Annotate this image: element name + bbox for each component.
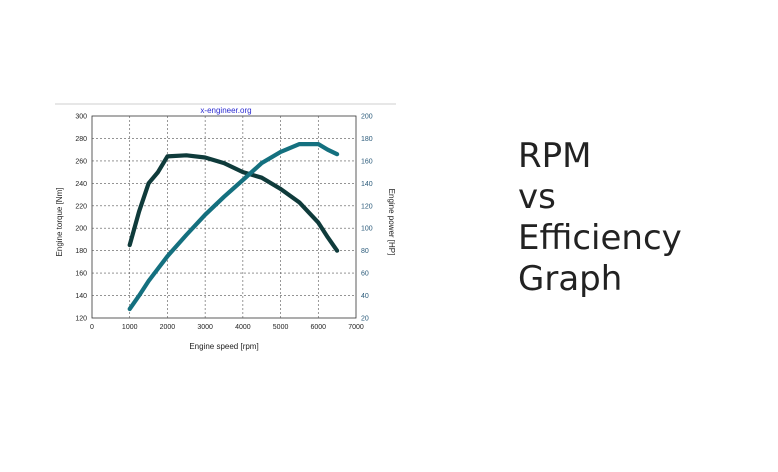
power-point — [147, 279, 150, 283]
power-point — [317, 142, 320, 146]
y-tick-label: 140 — [75, 293, 87, 300]
power-point — [203, 213, 207, 216]
power-point — [222, 195, 226, 198]
torque-point — [137, 210, 141, 213]
engine-chart-svg: x-engineer.org 0 1000 2000 3000 4000 5000 6000… — [55, 103, 396, 351]
x-tick-label: 3000 — [197, 324, 213, 331]
torque-point — [147, 182, 150, 185]
x-tick-label: 6000 — [310, 324, 326, 331]
torque-point — [298, 201, 301, 204]
torque-point — [279, 187, 282, 191]
y-tick-label: 280 — [75, 136, 87, 143]
series-lines — [127, 142, 340, 312]
y2-tick-label: 140 — [361, 181, 373, 188]
y2-tick-label: 100 — [361, 226, 373, 233]
torque-point — [241, 170, 245, 174]
y2-axis-label: Engine power [HP] — [387, 189, 396, 256]
torque-point — [185, 154, 188, 157]
y-tick-label: 260 — [75, 158, 87, 165]
engine-chart: x-engineer.org 0 1000 2000 3000 4000 5000 6000… — [55, 103, 396, 351]
y-tick-label: 200 — [75, 226, 87, 233]
torque-point — [317, 221, 320, 224]
y-tick-label: 120 — [75, 316, 87, 323]
y-axis-label: Engine torque [Nm] — [55, 188, 64, 257]
torque-point — [260, 176, 263, 179]
y2-tick-label: 200 — [361, 114, 373, 121]
x-tick-label: 2000 — [160, 324, 176, 331]
y2-tick-label: 160 — [361, 158, 373, 165]
x-tick-label: 4000 — [235, 324, 251, 331]
y2-tick-label: 20 — [361, 316, 369, 323]
torque-curve — [127, 153, 340, 253]
y-tick-label: 220 — [75, 203, 87, 210]
y2-tick-label: 80 — [361, 248, 369, 255]
chart-title: x-engineer.org — [200, 106, 251, 115]
y-tick-label: 300 — [75, 114, 87, 121]
torque-point — [166, 155, 169, 158]
power-point — [128, 307, 131, 311]
power-point — [335, 153, 339, 156]
x-tick-label: 5000 — [273, 324, 289, 331]
torque-point — [335, 249, 339, 252]
y2-tick-label: 120 — [361, 203, 373, 210]
power-point — [241, 178, 245, 182]
power-point — [326, 148, 329, 151]
plot-frame — [91, 115, 357, 319]
power-point — [279, 150, 282, 154]
power-point — [185, 233, 188, 237]
power-point — [137, 294, 141, 297]
tick-labels: 0 1000 2000 3000 4000 5000 6000 7000 120 140 160 18… — [75, 114, 372, 332]
torque-point — [156, 170, 160, 174]
power-point — [260, 161, 263, 165]
power-point — [166, 255, 169, 258]
x-axis-label: Engine speed [rpm] — [189, 342, 258, 351]
power-point — [156, 267, 160, 270]
y2-tick-label: 60 — [361, 271, 369, 278]
y-tick-label: 180 — [75, 248, 87, 255]
y2-tick-label: 180 — [361, 136, 373, 143]
x-tick-label: 0 — [90, 324, 94, 331]
y-tick-label: 160 — [75, 271, 87, 278]
torque-point — [203, 156, 207, 159]
torque-point — [222, 161, 226, 165]
y2-tick-label: 40 — [361, 293, 369, 300]
torque-point — [326, 236, 329, 239]
y-tick-label: 240 — [75, 181, 87, 188]
torque-point — [128, 243, 131, 247]
power-point — [298, 142, 301, 146]
x-tick-label: 1000 — [122, 324, 138, 331]
slide-title: RPM vs Efficiency Graph — [518, 136, 682, 299]
x-tick-label: 7000 — [348, 324, 364, 331]
grid — [91, 115, 357, 319]
